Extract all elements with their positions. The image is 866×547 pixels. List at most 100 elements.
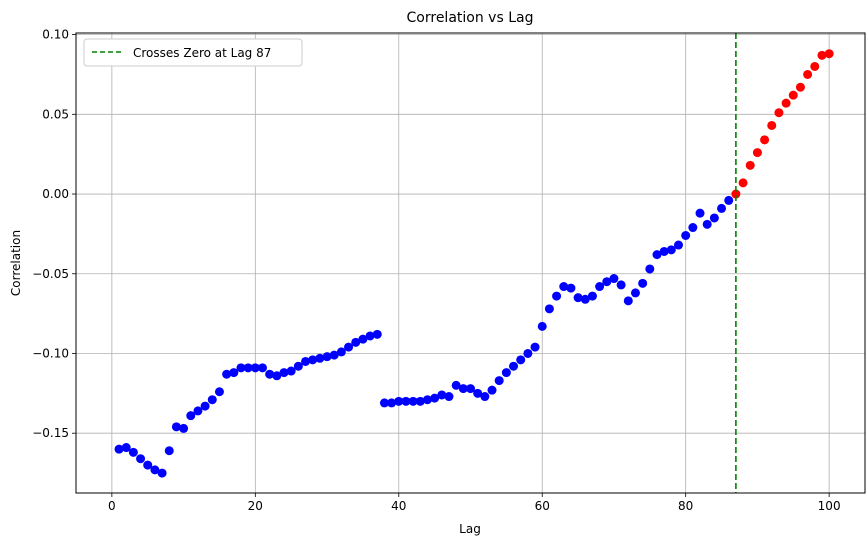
- data-point: [731, 189, 741, 199]
- data-point: [767, 120, 777, 130]
- data-point: [358, 334, 368, 344]
- data-point: [236, 363, 246, 373]
- chart-title: Correlation vs Lag: [407, 10, 534, 26]
- y-tick-label: 0.00: [42, 187, 69, 201]
- data-point: [473, 388, 483, 398]
- x-tick-label: 80: [678, 499, 693, 513]
- data-point: [695, 208, 705, 218]
- data-point: [322, 352, 332, 362]
- legend-entry-label: Crosses Zero at Lag 87: [133, 46, 271, 60]
- data-point: [444, 392, 454, 402]
- data-point: [301, 356, 311, 366]
- data-point: [544, 304, 554, 314]
- legend-box: [83, 38, 303, 67]
- data-point: [645, 264, 655, 274]
- data-point: [150, 465, 160, 475]
- data-point: [157, 468, 167, 478]
- data-point: [666, 245, 676, 255]
- data-point: [143, 460, 153, 470]
- data-point: [250, 363, 260, 373]
- data-point: [387, 398, 397, 408]
- data-point: [257, 363, 267, 373]
- data-point: [573, 293, 583, 303]
- data-point: [717, 203, 727, 213]
- y-tick-label: 0.05: [42, 107, 69, 121]
- data-point: [229, 368, 239, 378]
- data-point: [193, 406, 203, 416]
- data-point: [530, 342, 540, 352]
- data-point: [738, 178, 748, 188]
- data-point: [688, 223, 698, 233]
- data-point: [609, 274, 619, 284]
- data-point: [344, 342, 354, 352]
- data-point: [724, 195, 734, 205]
- data-point: [702, 219, 712, 229]
- data-point: [422, 395, 432, 405]
- data-point: [430, 393, 440, 403]
- data-point: [824, 49, 834, 59]
- data-point: [630, 288, 640, 298]
- data-point: [509, 361, 519, 371]
- x-tick-label: 100: [818, 499, 841, 513]
- data-point: [516, 355, 526, 365]
- data-point: [709, 213, 719, 223]
- data-point: [401, 396, 411, 406]
- x-axis-ticks: 0 20 40 60 80 100: [108, 493, 841, 513]
- data-point: [788, 90, 798, 100]
- data-point: [674, 240, 684, 250]
- x-tick-label: 20: [248, 499, 263, 513]
- data-point: [286, 366, 296, 376]
- data-point: [537, 321, 547, 331]
- data-point: [437, 390, 447, 400]
- data-point: [595, 282, 605, 292]
- data-point: [466, 384, 475, 394]
- data-point: [781, 98, 791, 108]
- data-point: [810, 61, 820, 71]
- data-point: [760, 135, 770, 145]
- y-tick-label: 0.10: [42, 28, 69, 42]
- data-point: [243, 363, 253, 373]
- data-point: [638, 278, 648, 288]
- legend: Crosses Zero at Lag 87: [83, 38, 303, 67]
- data-point: [451, 380, 461, 390]
- data-point: [602, 277, 612, 287]
- data-point: [214, 387, 224, 397]
- data-point: [501, 368, 511, 378]
- data-point: [179, 423, 189, 433]
- data-point: [803, 69, 813, 79]
- data-point: [336, 347, 346, 357]
- data-point: [265, 369, 275, 379]
- data-point: [279, 368, 289, 378]
- data-point: [580, 294, 590, 304]
- data-point: [480, 392, 490, 402]
- data-point: [652, 250, 662, 260]
- y-tick-label: −0.15: [32, 426, 69, 440]
- data-point: [681, 230, 691, 240]
- data-point: [121, 443, 131, 453]
- data-point: [186, 411, 196, 421]
- data-point: [207, 395, 217, 405]
- data-point: [752, 148, 762, 158]
- data-point: [222, 369, 232, 379]
- data-point: [523, 348, 533, 358]
- data-point: [415, 396, 425, 406]
- data-point: [351, 337, 361, 347]
- data-point: [795, 82, 805, 92]
- data-point: [774, 108, 784, 118]
- y-tick-label: −0.05: [32, 267, 69, 281]
- data-point: [394, 396, 404, 406]
- data-point: [164, 446, 174, 456]
- data-point: [616, 280, 626, 290]
- data-point: [372, 329, 382, 339]
- data-point: [272, 371, 282, 381]
- data-point: [552, 291, 562, 301]
- x-tick-label: 0: [108, 499, 116, 513]
- data-point: [408, 396, 418, 406]
- data-point: [200, 401, 210, 411]
- data-point: [171, 422, 181, 432]
- data-point: [566, 283, 576, 293]
- data-point: [587, 291, 597, 301]
- scatter-points: [114, 49, 834, 478]
- data-point: [329, 350, 339, 360]
